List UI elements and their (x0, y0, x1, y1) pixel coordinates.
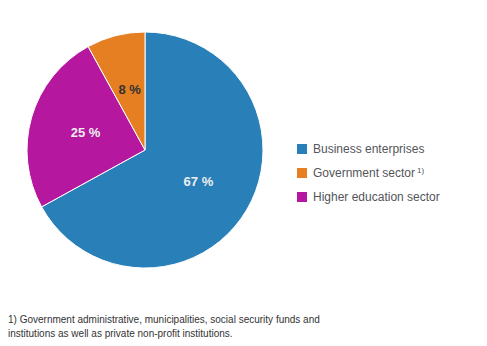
svg-text:Government sector: Government sector (313, 166, 415, 180)
svg-text:1): 1) (417, 166, 424, 175)
svg-text:25 %: 25 % (71, 125, 101, 140)
svg-text:Business enterprises: Business enterprises (313, 142, 424, 156)
svg-text:1) Government administrative,: 1) Government administrative, municipali… (8, 314, 320, 325)
svg-text:67 %: 67 % (184, 174, 214, 189)
svg-text:Higher education sector: Higher education sector (313, 190, 440, 204)
svg-text:institutions as well as privat: institutions as well as private non-prof… (8, 328, 233, 339)
svg-text:8 %: 8 % (118, 82, 141, 97)
